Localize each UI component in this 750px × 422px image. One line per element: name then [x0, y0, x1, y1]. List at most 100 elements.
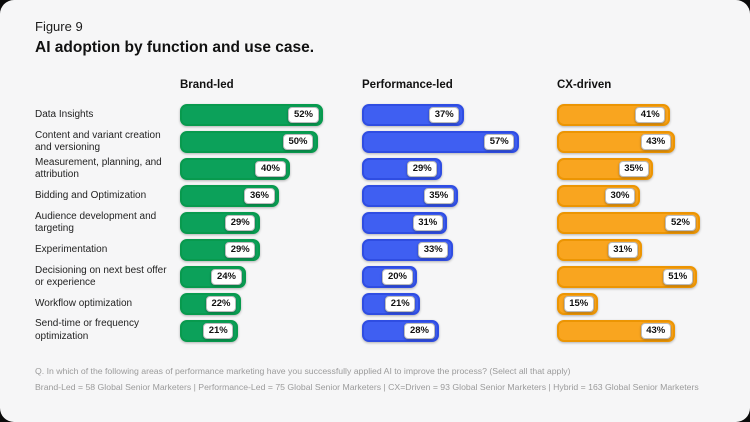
bar-performance-led: 21%	[362, 292, 420, 315]
bar-value-label: 52%	[665, 215, 696, 231]
figure-header: Figure 9 AI adoption by function and use…	[35, 19, 314, 57]
bar-performance-led: 31%	[362, 212, 448, 234]
bar-value-label: 43%	[640, 322, 671, 339]
footnote-question: Q. In which of the following areas of pe…	[35, 366, 571, 376]
bar-performance-led: 33%	[362, 238, 453, 261]
row-label: Measurement, planning, and attribution	[35, 157, 162, 181]
bar-value-label: 31%	[412, 215, 443, 231]
bar-brand-led: 29%	[180, 238, 260, 261]
bar-cell: 29%	[362, 156, 557, 183]
bar-cell: 15%	[557, 290, 725, 317]
bar-cell: 43%	[557, 129, 725, 156]
bar-performance-led: 57%	[362, 131, 519, 154]
bar-brand-led: 52%	[180, 104, 323, 127]
row-label: Content and variant creation and version…	[35, 130, 161, 154]
row-label: Workflow optimization	[35, 297, 133, 309]
bar-cell: 50%	[180, 129, 362, 156]
bar-cell: 22%	[180, 290, 362, 317]
row-label: Bidding and Optimization	[35, 190, 147, 202]
bar-cell: 57%	[362, 129, 557, 156]
bar-cx-driven: 15%	[557, 292, 599, 315]
bar-cell: 51%	[557, 263, 725, 290]
bar-cx-driven: 52%	[557, 212, 700, 234]
bar-cell: 20%	[362, 263, 557, 290]
bar-cell: 31%	[557, 236, 725, 263]
figure-title: AI adoption by function and use case.	[35, 39, 315, 56]
bar-performance-led: 28%	[362, 319, 439, 342]
bar-value-label: 30%	[604, 188, 635, 205]
bar-value-label: 33%	[418, 241, 449, 258]
bar-value-label: 29%	[225, 241, 256, 258]
bar-cell: 52%	[557, 210, 725, 237]
bar-value-label: 41%	[635, 107, 666, 124]
row-label: Audience development and targeting	[35, 210, 157, 234]
footnote-sample-sizes: Brand-Led = 58 Global Senior Marketers |…	[35, 382, 699, 392]
row-label: Decisioning on next best offer or experi…	[35, 264, 167, 288]
bar-cell: 37%	[362, 102, 557, 129]
bar-cell: 43%	[557, 317, 725, 344]
bar-cx-driven: 41%	[557, 104, 670, 127]
bar-cell: 21%	[362, 290, 557, 317]
bar-cx-driven: 31%	[557, 238, 643, 261]
bar-value-label: 29%	[407, 161, 438, 178]
bar-value-label: 52%	[288, 107, 319, 124]
bar-value-label: 20%	[382, 268, 413, 285]
bar-cell: 30%	[557, 183, 725, 210]
bar-value-label: 22%	[205, 295, 236, 312]
bar-performance-led: 29%	[362, 158, 442, 181]
bar-cell: 40%	[180, 156, 362, 183]
bar-cx-driven: 30%	[557, 185, 640, 208]
bar-brand-led: 22%	[180, 292, 241, 315]
column-header-performance-led: Performance-led	[362, 79, 453, 91]
bar-cell: 35%	[362, 183, 557, 210]
bar-value-label: 36%	[244, 188, 275, 205]
bar-brand-led: 24%	[180, 265, 246, 288]
bar-brand-led: 36%	[180, 185, 279, 208]
bar-value-label: 35%	[618, 161, 649, 178]
bar-value-label: 28%	[404, 322, 435, 339]
bar-performance-led: 37%	[362, 104, 464, 127]
column-header-cx-driven: CX-driven	[557, 79, 612, 91]
bar-brand-led: 40%	[180, 158, 290, 181]
bar-value-label: 37%	[429, 107, 460, 124]
bar-brand-led: 50%	[180, 131, 318, 154]
bar-cell: 21%	[180, 317, 362, 344]
bar-value-label: 35%	[423, 188, 454, 205]
bar-value-label: 15%	[563, 295, 594, 312]
bar-cx-driven: 51%	[557, 265, 698, 288]
row-label: Experimentation	[35, 243, 108, 255]
bar-value-label: 51%	[662, 268, 693, 285]
bar-cx-driven: 43%	[557, 131, 676, 154]
bar-cx-driven: 43%	[557, 319, 676, 342]
bar-value-label: 50%	[282, 134, 313, 151]
chart: Brand-led Performance-led CX-driven Data…	[35, 79, 725, 344]
row-label: Send-time or frequency optimization	[35, 318, 139, 342]
bar-performance-led: 35%	[362, 185, 459, 208]
bar-value-label: 57%	[484, 134, 515, 151]
bar-value-label: 29%	[225, 215, 256, 231]
bar-cell: 36%	[180, 183, 362, 210]
bar-value-label: 21%	[385, 295, 416, 312]
bar-cell: 35%	[557, 156, 725, 183]
bar-cell: 31%	[362, 210, 557, 237]
bar-cell: 29%	[180, 236, 362, 263]
bar-cx-driven: 35%	[557, 158, 654, 181]
bar-brand-led: 21%	[180, 319, 238, 342]
bar-cell: 29%	[180, 210, 362, 237]
bar-value-label: 40%	[255, 161, 286, 178]
bar-value-label: 31%	[607, 241, 638, 258]
bar-cell: 52%	[180, 102, 362, 129]
row-label: Data Insights	[35, 109, 94, 121]
bar-value-label: 24%	[211, 268, 242, 285]
column-header-brand-led: Brand-led	[180, 79, 234, 91]
bar-cell: 33%	[362, 236, 557, 263]
bar-value-label: 21%	[203, 322, 234, 339]
bar-performance-led: 20%	[362, 265, 417, 288]
bar-value-label: 43%	[640, 134, 671, 151]
figure-number: Figure 9	[35, 19, 83, 34]
bar-cell: 28%	[362, 317, 557, 344]
bar-cell: 24%	[180, 263, 362, 290]
bar-cell: 41%	[557, 102, 725, 129]
bar-brand-led: 29%	[180, 212, 260, 234]
